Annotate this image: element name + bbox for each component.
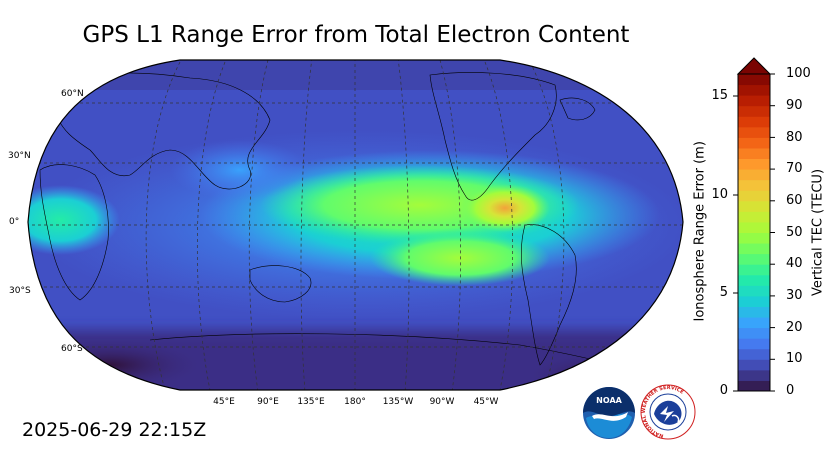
cb-right-tick-60: 60 (786, 193, 803, 208)
noaa-logo: NOAA (583, 387, 635, 439)
colorbar-band (738, 95, 770, 107)
colorbar-band (738, 338, 770, 350)
lon-label-45e: 45°E (213, 397, 235, 407)
colorbar-band (738, 285, 770, 297)
lon-label-180: 180° (344, 397, 366, 407)
colorbar-band (738, 243, 770, 255)
lon-label-135w: 135°W (382, 397, 414, 407)
colorbar-band (738, 158, 770, 170)
colorbar-band (738, 84, 770, 96)
cb-right-tick-40: 40 (786, 256, 803, 271)
cb-right-tick-90: 90 (786, 98, 803, 113)
cb-right-tick-50: 50 (786, 225, 803, 240)
colorbar-band (738, 190, 770, 202)
colorbar-band (738, 126, 770, 138)
colorbar-left-ticks (733, 95, 738, 392)
colorbar-band (738, 211, 770, 223)
cb-right-tick-80: 80 (786, 130, 803, 145)
cb-right-tick-10: 10 (786, 351, 803, 366)
colorbar-right-ticks (770, 73, 775, 392)
lon-label-135e: 135°E (297, 397, 325, 407)
cb-left-tick-5: 5 (719, 285, 728, 300)
lat-label-equator: 0° (9, 217, 20, 227)
cb-right-tick-100: 100 (786, 66, 811, 81)
colorbar-extend-arrow (736, 57, 772, 75)
lon-label-90e: 90°E (257, 397, 279, 407)
colorbar-band (738, 105, 770, 117)
colorbar-band (738, 359, 770, 371)
globe-outline (27, 59, 684, 391)
colorbar-band (738, 306, 770, 318)
lat-label-60s: 60°S (61, 344, 83, 354)
colorbar-band (738, 253, 770, 265)
lat-label-30n: 30°N (8, 151, 31, 161)
colorbar-band (738, 264, 770, 276)
colorbar-bands (738, 74, 770, 392)
colorbar-band (738, 274, 770, 286)
cb-left-tick-10: 10 (711, 187, 728, 202)
page-title: GPS L1 Range Error from Total Electron C… (82, 22, 630, 48)
colorbar-right-axis-label: Vertical TEC (TECU) (810, 168, 826, 297)
cb-right-tick-20: 20 (786, 320, 803, 335)
colorbar-band (738, 147, 770, 160)
cb-right-tick-30: 30 (786, 288, 803, 303)
colorbar-band (738, 369, 770, 381)
colorbar-band (738, 295, 770, 307)
timestamp: 2025-06-29 22:15Z (22, 419, 207, 441)
colorbar-band (738, 169, 770, 181)
gridlines (28, 60, 683, 390)
colorbar-band (738, 232, 770, 244)
cb-right-tick-0: 0 (786, 383, 795, 398)
cb-left-tick-0: 0 (719, 383, 728, 398)
lat-label-30s: 30°S (9, 286, 31, 296)
colorbar-left-axis-label: Ionosphere Range Error (m) (692, 141, 708, 322)
lat-label-60n: 60°N (61, 89, 84, 99)
cb-right-tick-70: 70 (786, 161, 803, 176)
colorbar-band (738, 137, 770, 149)
colorbar-band (738, 380, 770, 392)
lon-label-90w: 90°W (429, 397, 455, 407)
colorbar-band (738, 200, 770, 212)
lon-label-45w: 45°W (473, 397, 499, 407)
svg-text:NOAA: NOAA (596, 396, 622, 405)
colorbar-band (738, 221, 770, 233)
colorbar-band (738, 327, 770, 339)
colorbar-band (738, 116, 770, 128)
nws-logo: NATIONAL WEATHER SERVICE (640, 384, 696, 440)
colorbar-band (738, 348, 770, 360)
colorbar-band (738, 317, 770, 329)
cb-left-tick-15: 15 (711, 88, 728, 103)
colorbar-band (738, 74, 770, 86)
colorbar-band (738, 179, 770, 191)
